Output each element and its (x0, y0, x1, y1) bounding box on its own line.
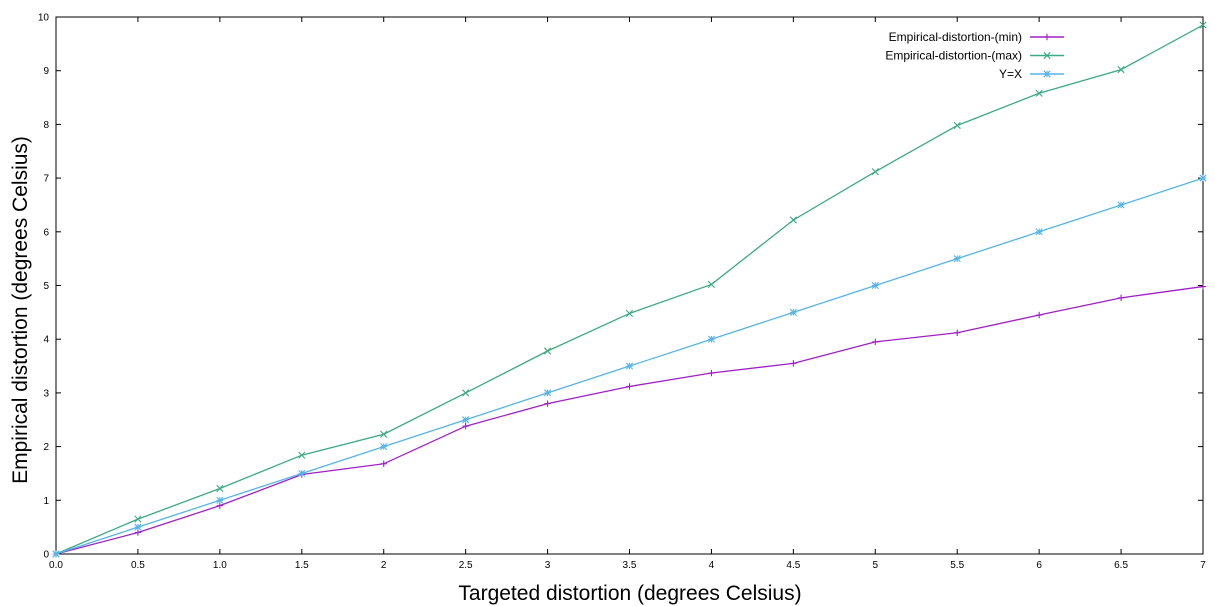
x-tick-label: 6.5 (1114, 560, 1128, 571)
x-tick-label: 3.5 (623, 560, 637, 571)
y-tick-label: 6 (43, 227, 49, 238)
y-tick-label: 4 (43, 335, 49, 346)
y-tick-label: 3 (43, 388, 49, 399)
series-line (55, 285, 1204, 555)
legend-label: Empirical-distortion-(max) (885, 49, 1022, 63)
x-axis-title: Targeted distortion (degrees Celsius) (458, 582, 801, 605)
data-point (298, 451, 306, 459)
data-point (216, 484, 224, 493)
data-point (462, 389, 470, 397)
legend: Empirical-distortion-(min) Empirical-dist… (885, 30, 1064, 81)
data-point (134, 529, 142, 536)
y-tick-label: 2 (43, 442, 49, 453)
data-point (216, 502, 224, 509)
y-tick-label: 9 (43, 66, 49, 77)
data-point (871, 168, 879, 176)
data-point (625, 362, 634, 370)
y-tick-label: 0 (43, 550, 49, 561)
x-tick-label: 6 (1036, 560, 1042, 571)
data-point (1199, 21, 1207, 29)
x-tick-label: 4 (709, 560, 715, 571)
data-point (1117, 66, 1125, 74)
axes (55, 16, 1204, 555)
data-point (625, 309, 634, 318)
data-point (872, 338, 879, 346)
series-line (55, 24, 1204, 555)
data-point (380, 430, 388, 438)
x-tick-label: 5.5 (950, 560, 964, 571)
data-point (380, 443, 388, 451)
y-tick-label: 7 (43, 174, 49, 185)
data-point (543, 389, 552, 397)
legend-label: Y=X (999, 67, 1022, 81)
legend-marker (1043, 33, 1051, 41)
y-tick-label: 1 (43, 496, 49, 507)
series-1 (52, 21, 1207, 558)
data-point (52, 550, 60, 558)
data-point (626, 383, 633, 390)
data-point (1199, 174, 1207, 182)
legend-entry: Empirical-distortion-(min) (889, 30, 1064, 44)
data-point (953, 121, 961, 130)
data-point (134, 523, 142, 531)
data-point (1117, 201, 1125, 209)
x-tick-label: 5 (873, 560, 879, 571)
data-point (1199, 283, 1207, 290)
legend-entry: Y=X (999, 67, 1064, 81)
data-point (789, 216, 797, 224)
data-point (708, 369, 715, 377)
legend-marker (1043, 70, 1051, 78)
legend-label: Empirical-distortion-(min) (889, 30, 1022, 44)
series-2 (52, 174, 1207, 558)
legend-entry: Empirical-distortion-(max) (885, 49, 1064, 63)
data-point (1117, 294, 1125, 302)
data-point (544, 400, 551, 407)
series-lines (52, 21, 1207, 558)
y-tick-label: 8 (43, 120, 49, 131)
x-tick-label: 7 (1200, 560, 1206, 571)
x-tick-label: 1.5 (295, 560, 309, 571)
series-0 (52, 283, 1207, 558)
data-point (1035, 228, 1043, 236)
data-point (1035, 89, 1043, 97)
data-point (707, 280, 716, 289)
data-point (216, 496, 224, 504)
data-point (380, 460, 387, 467)
y-tick-label: 10 (38, 13, 50, 24)
data-point (707, 335, 716, 343)
data-point (134, 515, 142, 523)
x-tick-label: 1.0 (213, 560, 227, 571)
y-tick-label: 5 (43, 281, 49, 292)
tick-labels: 0.0 0.5 1.0 1.5 2 2.5 3 3.5 4 4.5 5 5.5 6 6.5 7 0 1 2 3 4 5 6… (38, 13, 1206, 572)
x-tick-label: 2.5 (459, 560, 473, 571)
data-point (462, 416, 470, 424)
data-point (298, 469, 306, 478)
data-point (790, 360, 797, 367)
data-point (789, 308, 797, 316)
data-point (543, 347, 552, 355)
x-tick-label: 3 (545, 560, 551, 571)
x-tick-label: 0.0 (49, 560, 63, 571)
x-tick-label: 2 (381, 560, 387, 571)
data-point (871, 281, 879, 290)
x-tick-label: 0.5 (131, 560, 145, 571)
plot-frame (55, 16, 1204, 555)
data-point (462, 422, 469, 430)
data-point (1035, 311, 1043, 319)
data-point (953, 255, 961, 263)
data-point (954, 329, 961, 336)
legend-marker (1043, 51, 1051, 60)
x-tick-label: 4.5 (786, 560, 800, 571)
y-axis-title: Empirical distortion (degrees Celsius) (9, 136, 32, 484)
